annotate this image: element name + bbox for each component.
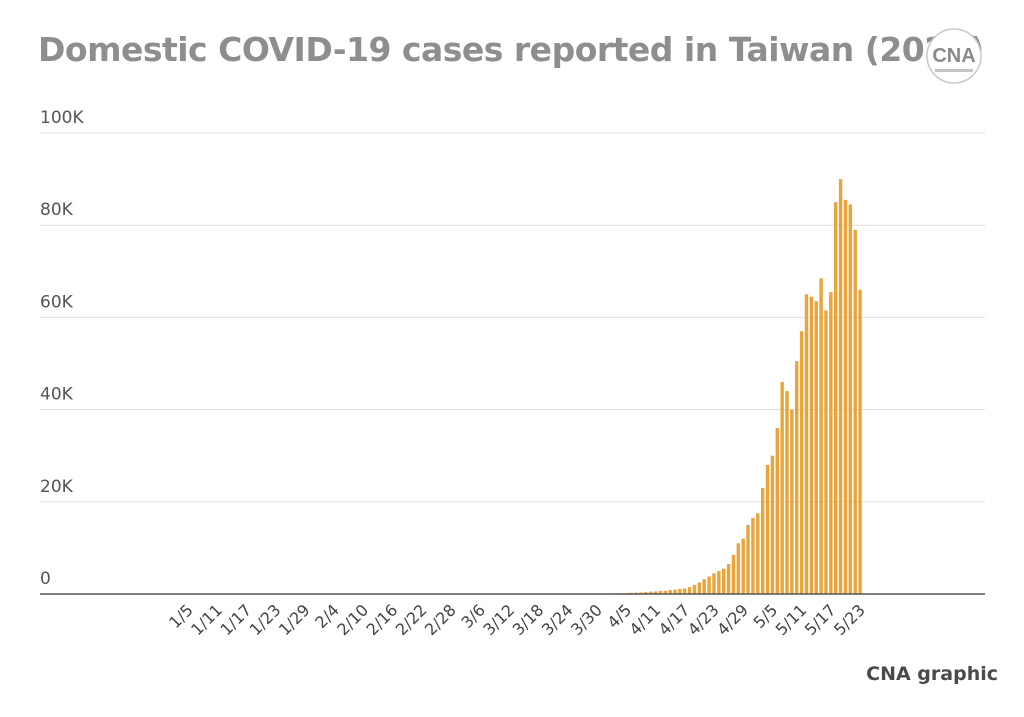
bar [726,564,731,594]
x-tick-label: 4/29 [713,600,752,639]
bar [653,591,658,594]
bar [658,591,663,594]
bar [697,582,702,594]
x-tick-label: 5/17 [801,600,840,639]
bar [814,301,818,594]
bar [722,568,726,594]
bar [795,361,799,594]
x-tick-label: 2/28 [421,600,460,639]
bar [829,292,833,594]
bar [838,179,843,594]
x-tick-label: 5/11 [772,600,811,639]
bar [668,590,672,594]
bar [678,588,682,594]
bar [834,202,838,594]
bar [775,428,779,594]
svg-text:CNA: CNA [932,45,975,67]
x-tick-label: 4/23 [684,600,723,639]
bar [770,455,775,594]
bar [741,538,745,594]
y-tick-label: 40K [40,385,74,405]
y-tick-label: 80K [40,200,74,220]
bar [790,409,794,594]
bar [692,584,697,594]
bar [731,554,736,594]
bar [687,587,692,594]
bar [848,204,853,594]
x-tick-label: 1/29 [275,600,314,639]
x-tick-label: 3/30 [567,600,606,639]
x-tick-label: 3/24 [538,600,577,639]
bar [639,592,643,594]
x-tick-label: 1/23 [246,600,285,639]
bar [712,573,716,594]
bar [756,513,760,594]
bar [751,517,755,594]
y-tick-label: 0 [40,569,51,589]
bar [673,589,677,594]
chart-title: Domestic COVID-19 cases reported in Taiw… [38,30,984,69]
bar [663,590,667,594]
bar [858,289,862,594]
bar [853,229,857,594]
bar [717,570,721,594]
bar [819,278,823,594]
x-tick-label: 4/17 [655,600,694,639]
bar [746,524,750,594]
bar [683,588,687,594]
y-tick-label: 100K [40,108,84,128]
x-tick-label: 1/17 [216,600,255,639]
bar [843,199,848,594]
bar [736,543,741,594]
bar [648,591,653,594]
bar [809,296,814,594]
y-tick-label: 20K [40,477,74,497]
bar [644,592,648,594]
bar [824,310,828,594]
cna-logo: CNA [921,27,987,85]
bar [760,487,765,594]
x-tick-label: 3/18 [509,600,548,639]
bar [702,579,706,594]
x-tick-label: 5/23 [830,600,869,639]
source-credit: CNA graphic [866,663,998,685]
x-tick-label: 1/11 [187,600,226,639]
bar [707,576,711,594]
bar [780,381,784,594]
x-tick-label: 2/10 [333,600,372,639]
bar [804,294,809,594]
x-tick-label: 4/11 [626,600,665,639]
bar [785,391,789,594]
bar [765,464,770,594]
x-tick-label: 2/16 [363,600,402,639]
x-tick-label: 3/12 [479,600,518,639]
bar [799,331,804,594]
y-tick-label: 60K [40,292,74,312]
x-tick-label: 2/22 [392,600,431,639]
